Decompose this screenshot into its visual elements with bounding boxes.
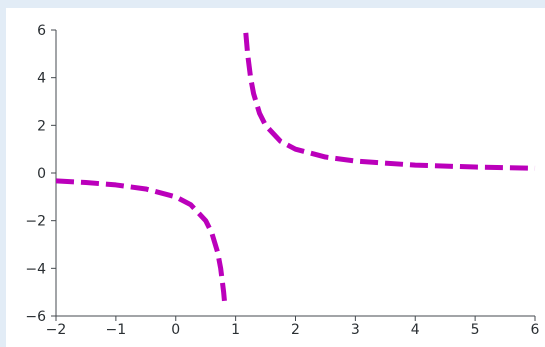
y-tick-label: −4 [25,261,46,277]
x-tick-label: 6 [531,322,540,338]
x-tick-label: −1 [106,322,127,338]
series-0-branch-0 [55,178,228,306]
x-tick-label: 3 [351,322,360,338]
x-tick-label: −2 [46,322,67,338]
y-tick-label: 2 [37,118,46,134]
x-tick-label: 4 [411,322,420,338]
y-tick-label: 0 [37,166,46,182]
plot-panel [6,8,545,347]
x-tick-label: 5 [471,322,480,338]
y-tick-label: 4 [37,71,46,87]
y-tick-label: −2 [25,214,46,230]
x-tick-label: 1 [231,322,240,338]
y-tick-label: 6 [37,23,46,39]
y-tick-label: −6 [25,309,46,325]
x-tick-label: 2 [291,322,300,338]
x-tick-label: 0 [171,322,180,338]
series-0-branch-1 [243,32,536,171]
axes: −2 −1 0 1 2 3 4 5 6 −6 −4 −2 0 2 4 6 [25,23,539,338]
series-layer [55,32,536,306]
